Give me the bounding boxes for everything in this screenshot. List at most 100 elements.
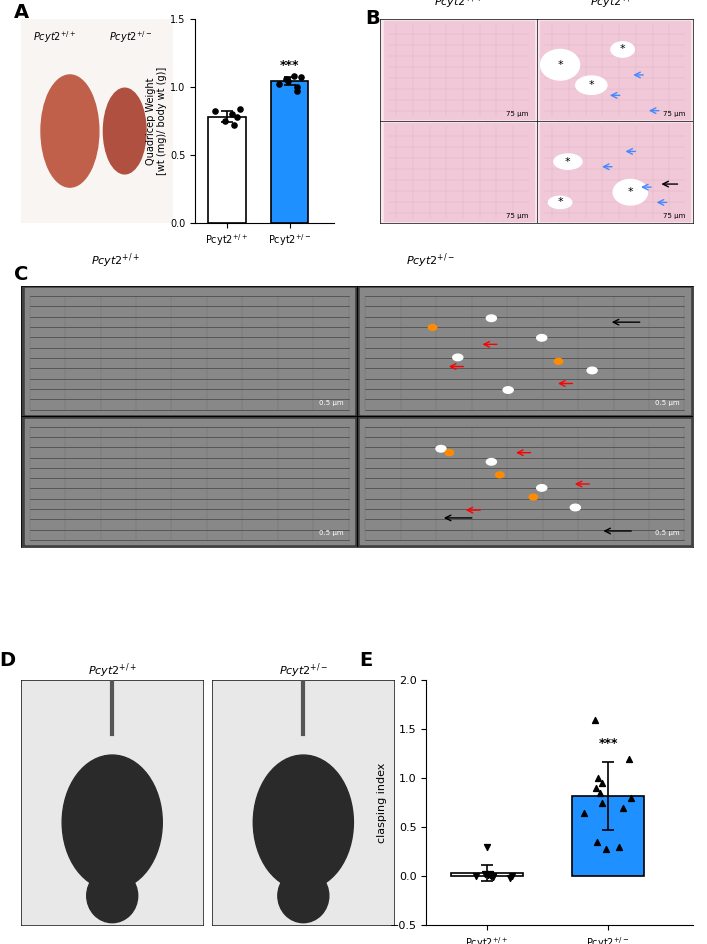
Point xyxy=(296,70,307,85)
Text: 0.5 μm: 0.5 μm xyxy=(655,531,679,536)
Bar xyxy=(384,123,534,221)
Point xyxy=(592,770,604,785)
Text: *: * xyxy=(620,44,626,55)
Point xyxy=(596,795,607,810)
Ellipse shape xyxy=(575,76,607,94)
Point xyxy=(600,841,611,856)
Point xyxy=(485,868,496,884)
Bar xyxy=(361,419,689,544)
Bar xyxy=(208,117,245,223)
Point xyxy=(210,104,221,119)
Point xyxy=(485,867,496,882)
Point xyxy=(291,83,303,98)
Point xyxy=(228,117,240,132)
Text: ***: *** xyxy=(598,737,618,750)
Ellipse shape xyxy=(62,755,163,889)
Point xyxy=(283,74,294,89)
Ellipse shape xyxy=(278,868,329,922)
Point xyxy=(623,751,634,767)
Ellipse shape xyxy=(87,868,138,922)
Point xyxy=(479,867,491,882)
Text: $Pcyt2^{+/-}$: $Pcyt2^{+/-}$ xyxy=(407,251,455,270)
Text: *: * xyxy=(565,157,571,167)
Text: E: E xyxy=(360,651,373,670)
Point xyxy=(506,868,518,884)
Text: 75 μm: 75 μm xyxy=(662,212,685,219)
Point xyxy=(590,781,602,796)
Text: D: D xyxy=(0,651,16,670)
Y-axis label: clasping index: clasping index xyxy=(377,763,387,843)
Ellipse shape xyxy=(253,755,354,889)
Text: 0.5 μm: 0.5 μm xyxy=(319,399,344,406)
Ellipse shape xyxy=(486,459,496,465)
Bar xyxy=(25,419,354,544)
Bar xyxy=(450,873,523,876)
Ellipse shape xyxy=(529,494,537,500)
Text: 0.5 μm: 0.5 μm xyxy=(655,399,679,406)
Text: 75 μm: 75 μm xyxy=(506,110,529,117)
Point xyxy=(617,801,629,816)
Text: A: A xyxy=(13,3,29,22)
Text: 0.5 μm: 0.5 μm xyxy=(319,531,344,536)
Bar xyxy=(572,796,644,876)
Ellipse shape xyxy=(587,367,597,374)
Point xyxy=(226,107,238,122)
Point xyxy=(234,101,245,116)
Ellipse shape xyxy=(428,325,437,330)
Ellipse shape xyxy=(571,504,580,511)
Text: ***: *** xyxy=(280,59,299,72)
Ellipse shape xyxy=(486,315,496,322)
Text: C: C xyxy=(14,264,29,284)
Point xyxy=(597,776,608,791)
Point xyxy=(482,868,493,883)
Point xyxy=(592,834,603,850)
Text: *: * xyxy=(557,59,563,70)
Point xyxy=(281,71,292,86)
Ellipse shape xyxy=(452,354,463,361)
Ellipse shape xyxy=(436,446,446,452)
Text: 75 μm: 75 μm xyxy=(662,110,685,117)
Ellipse shape xyxy=(611,42,634,58)
Point xyxy=(595,785,606,801)
Ellipse shape xyxy=(549,196,572,209)
Text: $Pcyt2^{+/+}$: $Pcyt2^{+/+}$ xyxy=(90,251,140,270)
Point xyxy=(626,790,637,805)
Point xyxy=(504,870,515,885)
Bar xyxy=(271,81,308,223)
Point xyxy=(589,712,600,727)
Bar xyxy=(539,21,690,119)
Text: $Pcyt2^{+/-}$: $Pcyt2^{+/-}$ xyxy=(590,0,639,10)
Ellipse shape xyxy=(537,484,547,491)
Bar xyxy=(384,21,534,119)
Point xyxy=(219,113,230,128)
Bar xyxy=(361,288,689,413)
Text: 75 μm: 75 μm xyxy=(506,212,529,219)
Ellipse shape xyxy=(103,88,146,174)
Ellipse shape xyxy=(554,154,582,169)
Title: $Pcyt2^{+/+}$: $Pcyt2^{+/+}$ xyxy=(88,662,137,681)
Bar xyxy=(539,123,690,221)
Ellipse shape xyxy=(496,472,504,478)
Text: $Pcyt2^{+/-}$: $Pcyt2^{+/-}$ xyxy=(109,29,153,45)
Title: $Pcyt2^{+/-}$: $Pcyt2^{+/-}$ xyxy=(279,662,328,681)
Point xyxy=(231,110,243,125)
Ellipse shape xyxy=(445,449,454,456)
Point xyxy=(470,868,481,884)
Ellipse shape xyxy=(613,179,648,205)
Point xyxy=(578,805,589,820)
Ellipse shape xyxy=(537,334,547,341)
Point xyxy=(292,79,303,94)
Text: *: * xyxy=(628,187,633,197)
Ellipse shape xyxy=(503,387,513,394)
Text: *: * xyxy=(588,80,594,91)
Point xyxy=(288,68,299,83)
Point xyxy=(481,839,493,854)
Y-axis label: Quadricep Weight
[wt (mg)/ body wt (g)]: Quadricep Weight [wt (mg)/ body wt (g)] xyxy=(146,67,168,175)
Ellipse shape xyxy=(554,359,563,364)
Point xyxy=(487,869,498,885)
Point xyxy=(274,76,285,92)
Bar xyxy=(25,288,354,413)
Text: *: * xyxy=(557,197,563,208)
Ellipse shape xyxy=(541,49,580,80)
Ellipse shape xyxy=(41,75,99,187)
